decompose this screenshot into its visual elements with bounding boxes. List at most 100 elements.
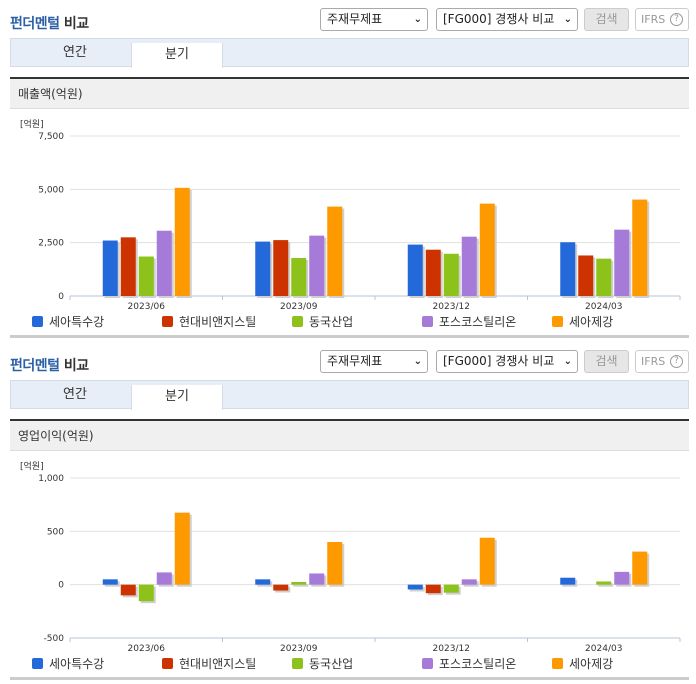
legend-swatch-icon — [422, 316, 433, 327]
tab-annual[interactable]: 연간 — [63, 45, 87, 60]
statement-select[interactable]: 주재무제표 ⌄ — [320, 350, 428, 373]
bar[interactable] — [174, 512, 190, 585]
bar[interactable] — [309, 235, 325, 296]
panel-title: 펀더멘털 비교 — [10, 358, 89, 374]
search-button[interactable]: 검색 — [584, 350, 629, 373]
legend-swatch-icon — [292, 658, 303, 669]
bar[interactable] — [425, 584, 441, 594]
legend-swatch-icon — [32, 658, 43, 669]
chevron-down-icon: ⌄ — [413, 14, 422, 25]
bar[interactable] — [479, 537, 495, 585]
x-tick-label: 2024/03 — [585, 302, 622, 312]
bar[interactable] — [138, 256, 154, 296]
bar[interactable] — [443, 584, 459, 593]
legend-swatch-icon — [162, 658, 173, 669]
legend-swatch-icon — [552, 316, 563, 327]
legend-label: 세아특수강 — [49, 315, 105, 329]
legend-swatch-icon — [552, 658, 563, 669]
unit-label: [억원] — [20, 120, 44, 130]
legend-item[interactable]: 세아특수강 — [32, 655, 104, 672]
legend-item[interactable]: 현대비앤지스틸 — [162, 313, 256, 330]
legend-label: 동국산업 — [309, 657, 354, 671]
legend-swatch-icon — [32, 316, 43, 327]
bar[interactable] — [156, 572, 172, 585]
help-icon[interactable]: ? — [670, 355, 683, 368]
chart-title: 매출액(억원) — [10, 77, 689, 109]
legend-item[interactable]: 현대비앤지스틸 — [162, 655, 256, 672]
legend-swatch-icon — [162, 316, 173, 327]
legend-label: 포스코스틸리온 — [439, 315, 517, 329]
bar[interactable] — [407, 584, 423, 590]
group-select[interactable]: [FG000] 경쟁사 비교 ⌄ — [436, 8, 578, 31]
bar[interactable] — [596, 581, 612, 585]
revenue-bar-chart: 0 2,500 5,000 7,500 2023/06 2023/09 2023/12 202… — [38, 132, 681, 312]
bar[interactable] — [120, 237, 136, 296]
panel-title: 펀더멘털 비교 — [10, 16, 89, 32]
ifrs-button[interactable]: IFRS? — [635, 350, 689, 373]
chart-legend: 세아특수강 현대비앤지스틸 동국산업 포스코스틸리온 세아제강 — [0, 655, 696, 673]
bar[interactable] — [560, 242, 576, 296]
bar[interactable] — [255, 579, 271, 585]
legend-item[interactable]: 포스코스틸리온 — [422, 313, 516, 330]
bar[interactable] — [255, 241, 271, 296]
search-button[interactable]: 검색 — [584, 8, 629, 31]
bar[interactable] — [273, 240, 289, 296]
legend-item[interactable]: 동국산업 — [292, 655, 353, 672]
bar[interactable] — [327, 206, 343, 296]
legend-item[interactable]: 세아제강 — [552, 655, 613, 672]
legend-item[interactable]: 동국산업 — [292, 313, 353, 330]
bar[interactable] — [309, 573, 325, 585]
bar[interactable] — [120, 584, 136, 596]
bar[interactable] — [327, 542, 343, 585]
bar[interactable] — [156, 230, 172, 296]
chevron-down-icon: ⌄ — [413, 356, 422, 367]
bar[interactable] — [614, 571, 630, 585]
period-tabs: 연간 분기 — [10, 380, 689, 410]
bar[interactable] — [632, 199, 648, 296]
tab-quarterly[interactable]: 분기 — [131, 385, 223, 410]
chart-title: 영업이익(억원) — [10, 419, 689, 451]
bar[interactable] — [614, 229, 630, 296]
bar[interactable] — [560, 577, 576, 585]
chart-legend: 세아특수강 현대비앤지스틸 동국산업 포스코스틸리온 세아제강 — [0, 313, 696, 331]
y-tick-label: -500 — [44, 634, 65, 644]
bar[interactable] — [102, 240, 118, 296]
bar[interactable] — [479, 203, 495, 296]
bar[interactable] — [443, 253, 459, 296]
y-tick-label: 7,500 — [38, 132, 64, 142]
legend-swatch-icon — [422, 658, 433, 669]
legend-item[interactable]: 세아특수강 — [32, 313, 104, 330]
bar[interactable] — [174, 187, 190, 296]
x-tick-label: 2024/03 — [585, 644, 622, 654]
bar[interactable] — [632, 551, 648, 585]
legend-item[interactable]: 포스코스틸리온 — [422, 655, 516, 672]
x-tick-label: 2023/06 — [128, 644, 166, 654]
bar[interactable] — [461, 579, 477, 585]
statement-select[interactable]: 주재무제표 ⌄ — [320, 8, 428, 31]
bar[interactable] — [596, 258, 612, 296]
bar-shadow — [598, 583, 614, 587]
x-tick-label: 2023/12 — [433, 302, 470, 312]
tab-quarterly[interactable]: 분기 — [131, 43, 223, 68]
ifrs-button[interactable]: IFRS? — [635, 8, 689, 31]
x-tick-label: 2023/12 — [433, 644, 470, 654]
bar[interactable] — [273, 584, 289, 591]
bar[interactable] — [291, 582, 307, 585]
bar[interactable] — [291, 258, 307, 296]
bar[interactable] — [138, 584, 154, 602]
y-tick-label: 0 — [58, 581, 64, 591]
legend-item[interactable]: 세아제강 — [552, 313, 613, 330]
bar[interactable] — [102, 579, 118, 585]
bar[interactable] — [461, 236, 477, 296]
help-icon[interactable]: ? — [670, 13, 683, 26]
period-tabs: 연간 분기 — [10, 38, 689, 68]
x-tick-label: 2023/06 — [128, 302, 166, 312]
bar[interactable] — [407, 244, 423, 296]
legend-label: 동국산업 — [309, 315, 354, 329]
tab-annual[interactable]: 연간 — [63, 387, 87, 402]
bar[interactable] — [578, 255, 594, 296]
y-tick-label: 0 — [58, 292, 64, 302]
group-select[interactable]: [FG000] 경쟁사 비교 ⌄ — [436, 350, 578, 373]
legend-label: 포스코스틸리온 — [439, 657, 517, 671]
bar[interactable] — [425, 249, 441, 296]
